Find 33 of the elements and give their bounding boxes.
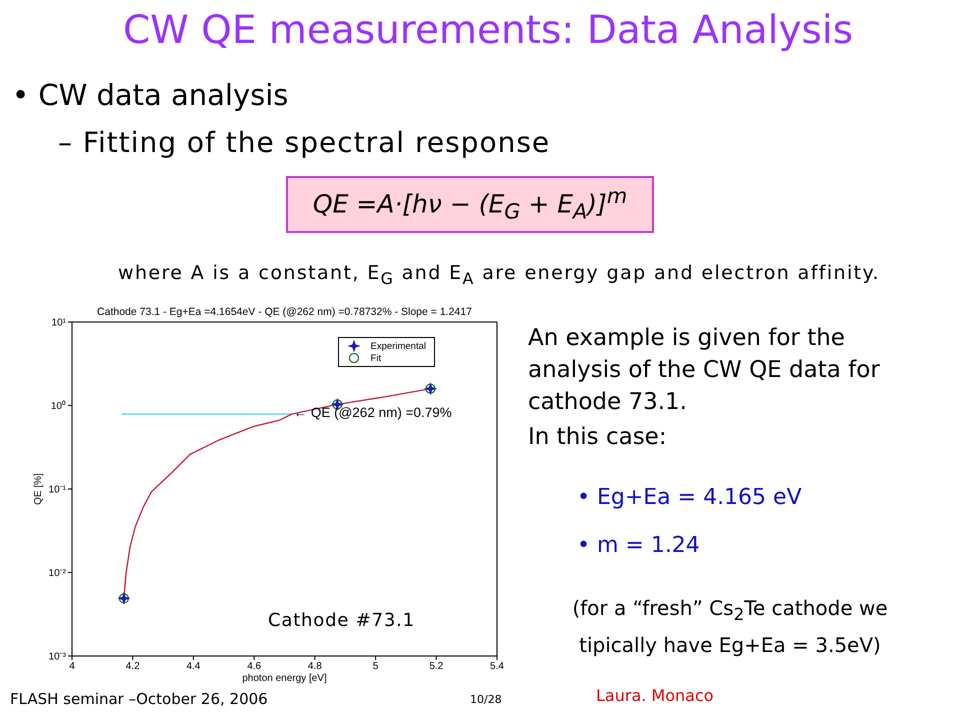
text: (for a “fresh” Cs$_{2}$Te cathode we tipically have Eg+Ea = 3.5eV) [571, 595, 889, 659]
text: – Fitting of the spectral response [58, 126, 550, 159]
text: 10/28 [470, 693, 502, 706]
x-tick-label: 4.4 [186, 661, 201, 672]
legend-label: Fit [370, 352, 382, 364]
x-tick-label: 4.2 [126, 661, 140, 672]
y-tick-label: 10⁻¹ [48, 484, 67, 496]
chart-subtitle: Cathode 73.1 - Eg+Ea =4.1654eV - QE (@262 nm) =0.78732% - Slope = 1.2417 [96, 306, 473, 318]
text: An example is given for the analysis of the CW QE data for cathode 73.1. [528, 324, 881, 417]
chart-title: CW QE measurements: Data Analysis [122, 8, 854, 53]
x-tick-label: 5.4 [490, 661, 504, 672]
text: In this case: [528, 424, 667, 450]
text: • m = 1.24 [577, 533, 700, 558]
x-axis-title: photon energy [eV] [241, 673, 328, 684]
formula-box: QE =A·[hν − (E$_{G}$ + E$_{A}$)]$^{m}$ [286, 176, 654, 233]
annotation: ← QE (@262 nm) =0.79% [294, 405, 452, 420]
x-tick-label: 4 [69, 661, 76, 672]
text: • Eg+Ea = 4.165 eV [577, 485, 802, 510]
y-tick-label: 10⁻² [48, 568, 67, 580]
text: FLASH seminar –October 26, 2006 [10, 690, 268, 708]
x-tick-label: 4.6 [247, 661, 262, 672]
legend-label: Experimental [370, 340, 426, 352]
text: • CW data analysis [12, 78, 288, 112]
text: where A is a constant, E$_{G}$ and E$_{A}$ are energy gap and electron affinity. [118, 262, 880, 288]
x-tick-label: 5.2 [429, 661, 444, 672]
annotation: Cathode #73.1 [268, 610, 415, 631]
y-axis-title: QE [%] [33, 473, 44, 505]
y-tick-label: 10⁻³ [48, 652, 67, 663]
x-tick-label: 4.8 [308, 661, 322, 672]
y-tick-label: 10¹ [52, 318, 67, 329]
x-tick-label: 5 [372, 661, 379, 672]
text: Laura. Monaco [596, 686, 714, 705]
y-tick-label: 10⁰ [50, 400, 66, 412]
